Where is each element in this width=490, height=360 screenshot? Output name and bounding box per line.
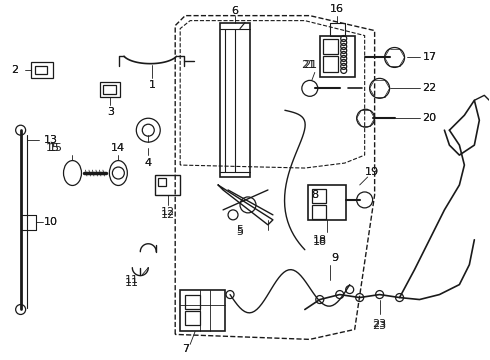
Text: 5: 5 xyxy=(237,225,244,235)
Text: 15: 15 xyxy=(46,143,60,153)
Text: 22: 22 xyxy=(422,84,437,93)
Text: 10: 10 xyxy=(44,217,57,227)
Text: 17: 17 xyxy=(422,53,437,63)
Text: 13: 13 xyxy=(44,135,57,145)
Text: 21: 21 xyxy=(303,60,317,71)
Text: 3: 3 xyxy=(107,107,114,117)
Text: 20: 20 xyxy=(422,113,437,123)
Text: 12: 12 xyxy=(161,210,175,220)
Text: 23: 23 xyxy=(372,321,387,332)
Text: 15: 15 xyxy=(49,143,63,153)
Text: 21: 21 xyxy=(301,60,315,71)
Text: 2: 2 xyxy=(11,66,18,76)
Text: 9: 9 xyxy=(331,253,338,263)
Text: 1: 1 xyxy=(149,80,156,90)
Text: 6: 6 xyxy=(232,6,239,15)
Text: 3: 3 xyxy=(107,107,114,117)
Text: 14: 14 xyxy=(111,143,125,153)
Text: 7: 7 xyxy=(182,345,189,354)
Text: 10: 10 xyxy=(44,217,57,227)
Text: 16: 16 xyxy=(330,4,344,14)
Text: 4: 4 xyxy=(145,158,152,168)
Text: 22: 22 xyxy=(422,84,437,93)
Text: 20: 20 xyxy=(422,113,437,123)
Text: 2: 2 xyxy=(11,66,18,76)
Text: 17: 17 xyxy=(422,53,437,63)
Text: 4: 4 xyxy=(145,158,152,168)
Text: 5: 5 xyxy=(237,227,244,237)
Text: 18: 18 xyxy=(313,235,327,245)
Text: 8: 8 xyxy=(311,190,318,200)
Text: 1: 1 xyxy=(149,80,156,90)
Text: 13: 13 xyxy=(44,135,57,145)
Text: 23: 23 xyxy=(372,319,387,329)
Text: 11: 11 xyxy=(125,278,139,288)
Text: 16: 16 xyxy=(330,4,344,14)
Text: 19: 19 xyxy=(365,167,379,177)
Text: 12: 12 xyxy=(161,207,175,217)
Text: 19: 19 xyxy=(365,167,379,177)
Text: 8: 8 xyxy=(311,190,318,200)
Text: 11: 11 xyxy=(125,275,139,285)
Text: 6: 6 xyxy=(232,6,239,15)
Text: 7: 7 xyxy=(182,345,189,354)
Text: 18: 18 xyxy=(313,237,327,247)
Text: 14: 14 xyxy=(111,143,125,153)
Text: 9: 9 xyxy=(331,253,338,263)
